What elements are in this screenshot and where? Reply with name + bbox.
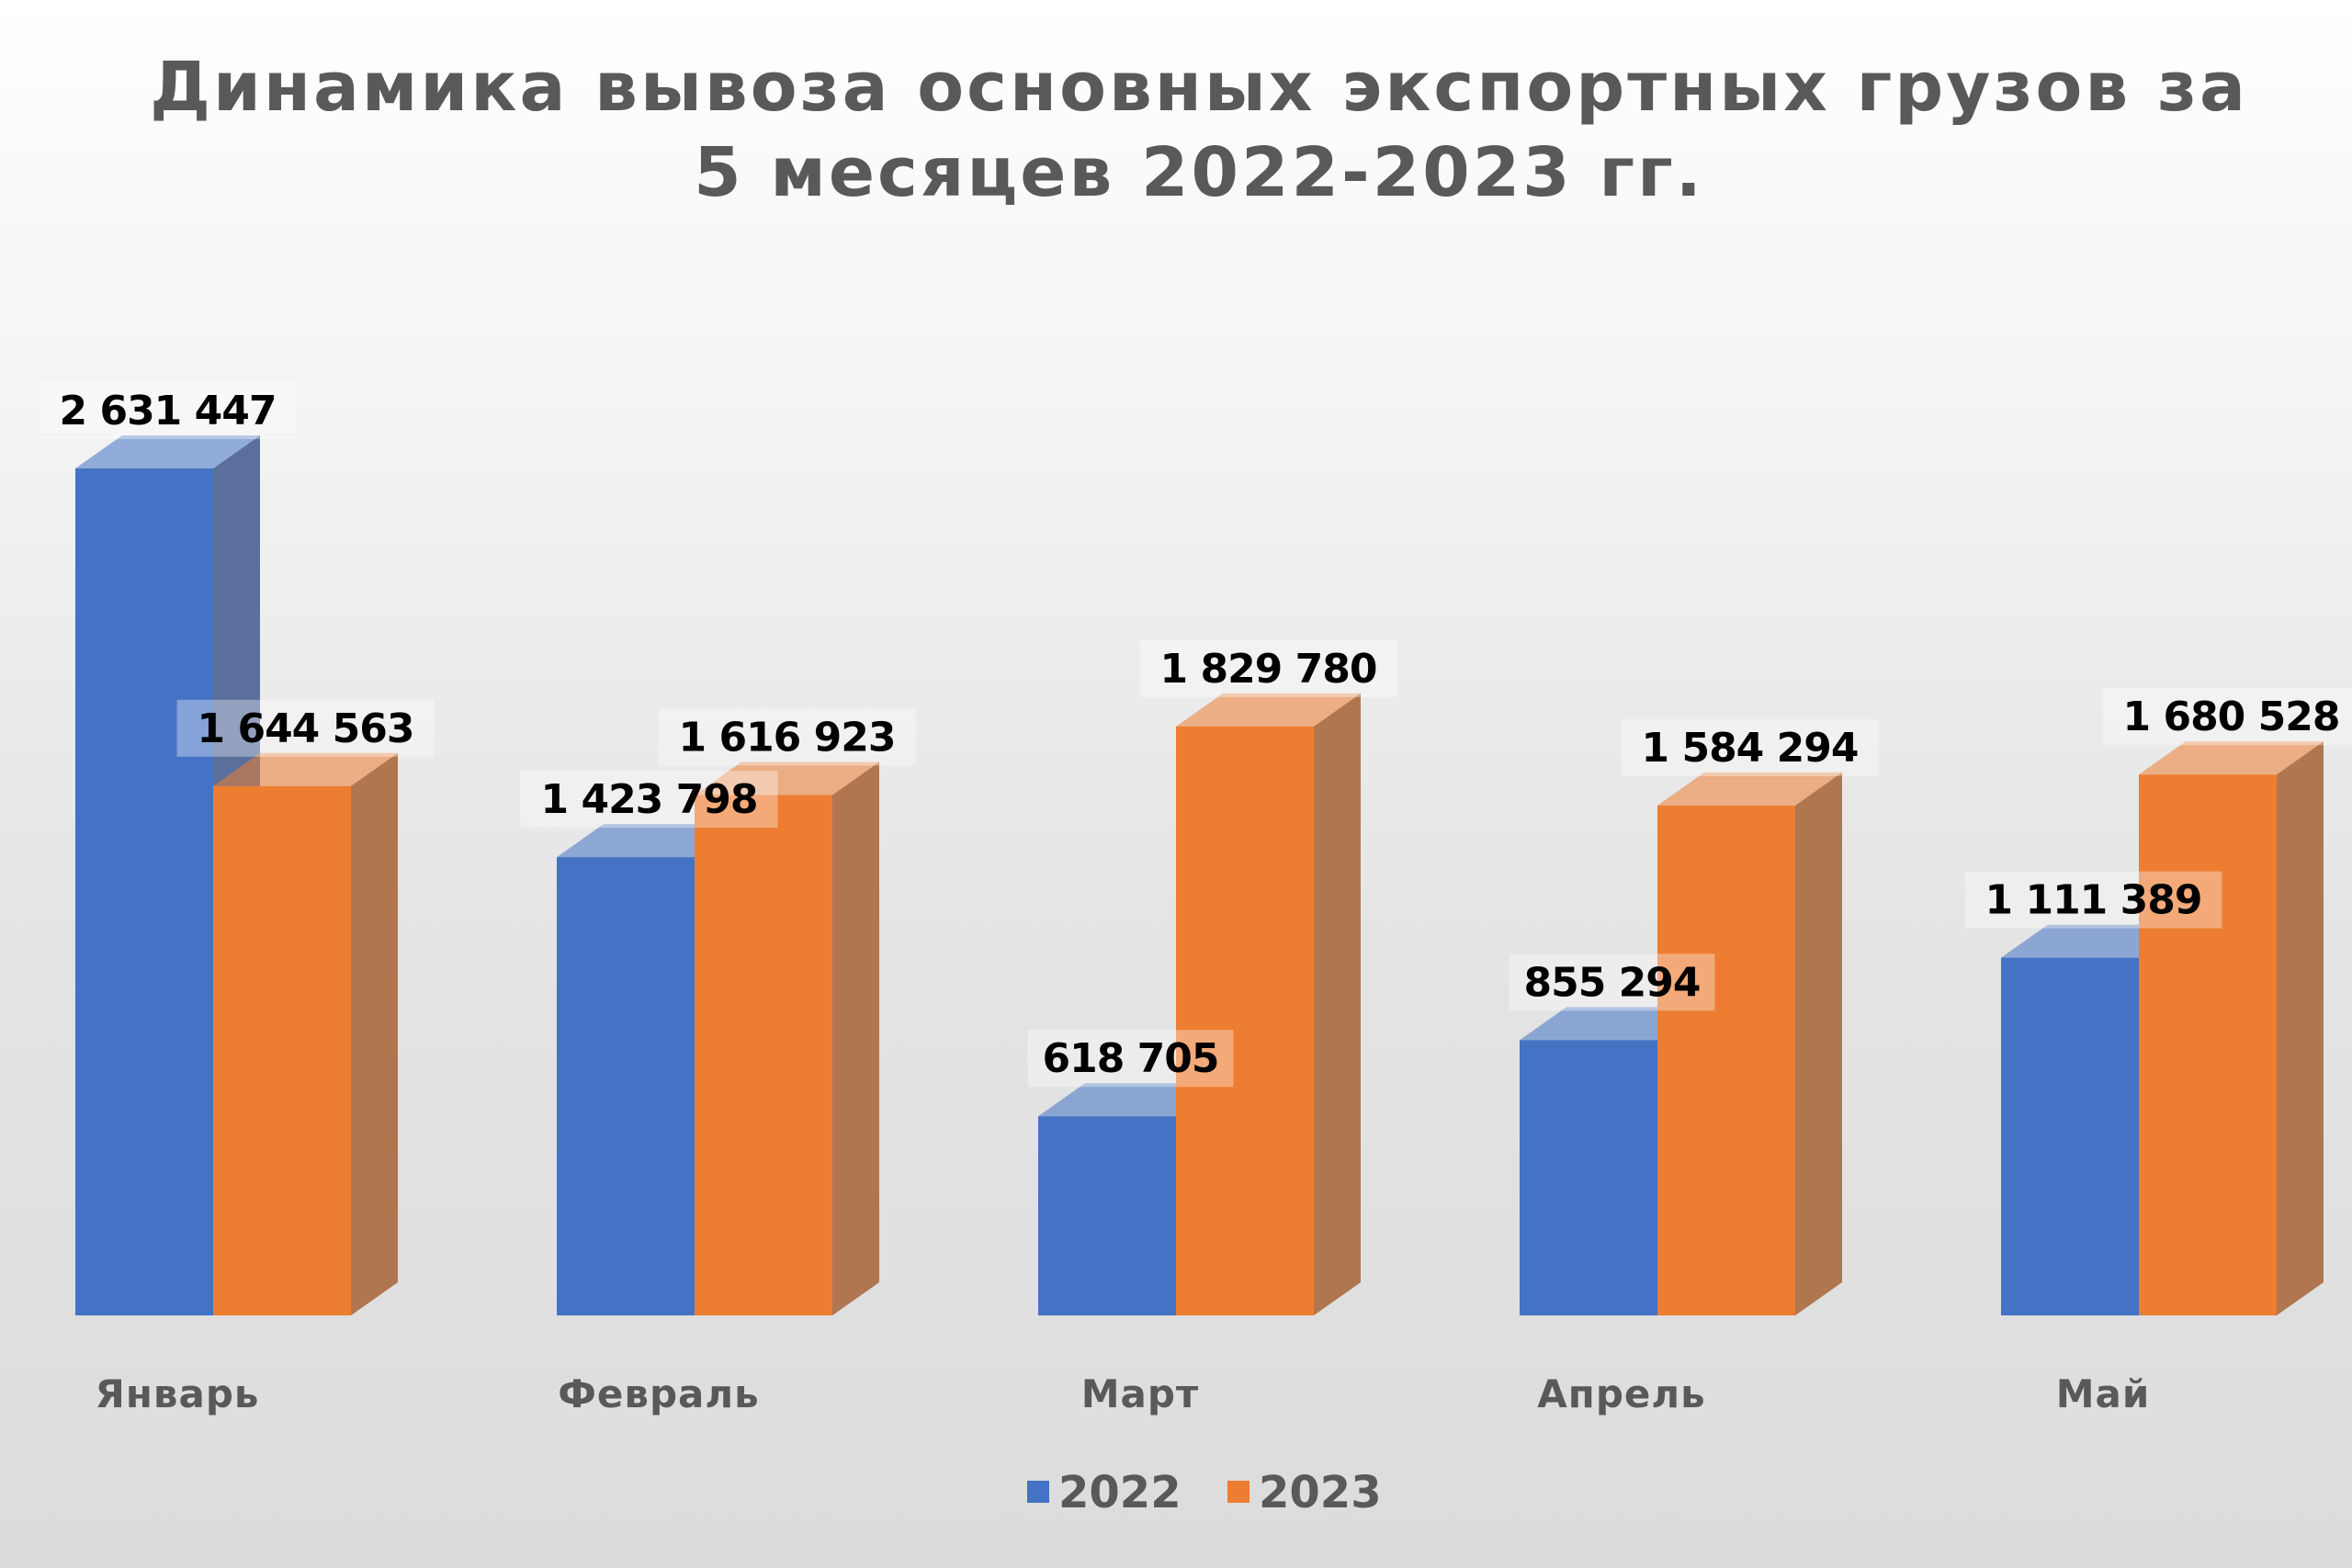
bar-side [2277, 741, 2324, 1315]
bar-front [695, 795, 832, 1315]
bar-top [75, 435, 260, 468]
data-label-text: 855 294 [1523, 959, 1700, 1006]
data-label: 2 631 447 [39, 382, 297, 439]
data-label: 618 705 [1027, 1030, 1234, 1088]
bar-front [213, 785, 351, 1315]
data-label: 1 644 563 [176, 699, 435, 757]
chart-title-line-2: 5 месяцев 2022-2023 гг. [694, 133, 1704, 212]
legend-label: 2022 [1058, 1467, 1182, 1518]
bar-2023-Февраль [695, 761, 879, 1315]
labels-layer: 2 631 447 1 644 563 1 423 798 1 616 923 618 … [39, 382, 2352, 1088]
bar-front [2001, 957, 2139, 1315]
bar-front [2139, 774, 2277, 1315]
bar-top [1176, 693, 1361, 727]
category-axis: Январь Февраль Март Апрель Май [96, 1371, 2151, 1416]
data-label-box [1621, 718, 1879, 776]
data-label-text: 1 584 294 [1642, 725, 1859, 772]
bar-2023-Март [1176, 693, 1361, 1315]
bar-2023-Апрель [1657, 772, 1842, 1315]
data-label-box [39, 382, 297, 439]
legend-label: 2023 [1259, 1467, 1382, 1518]
data-label: 855 294 [1509, 953, 1715, 1011]
category-label: Март [1081, 1371, 1200, 1416]
bar-front [1657, 805, 1795, 1315]
data-label: 1 423 798 [520, 771, 778, 829]
bars-layer [75, 435, 2324, 1315]
bar-2023-Май [2139, 741, 2324, 1315]
data-label-text: 1 644 563 [198, 705, 414, 752]
data-label-box [1509, 953, 1715, 1011]
data-label: 1 111 389 [1964, 871, 2222, 929]
bar-top [1657, 772, 1842, 806]
bar-side [1795, 772, 1842, 1315]
data-label-text: 1 111 389 [1985, 877, 2202, 924]
data-label-box [2102, 688, 2352, 746]
data-label-text: 1 423 798 [541, 776, 758, 823]
data-label-text: 2 631 447 [60, 388, 277, 434]
category-label: Январь [96, 1371, 260, 1416]
category-label: Апрель [1537, 1371, 1705, 1416]
bar-front [557, 857, 695, 1315]
legend-swatch [1027, 1481, 1049, 1503]
bar-top [695, 761, 879, 795]
chart-title-line-1: Динамика вывоза основных экспортных груз… [150, 48, 2248, 127]
bar-side [351, 752, 398, 1315]
bar-side [1314, 693, 1361, 1315]
bar-top [213, 752, 398, 786]
data-label: 1 584 294 [1621, 718, 1879, 776]
bar-2023-Январь [213, 752, 398, 1315]
data-label-box [520, 771, 778, 829]
data-label-text: 1 829 780 [1160, 646, 1377, 693]
data-label: 1 829 780 [1139, 639, 1397, 697]
data-label: 1 616 923 [658, 708, 916, 766]
data-label-text: 1 616 923 [679, 714, 896, 761]
category-label: Февраль [558, 1371, 759, 1416]
bar-front [1520, 1040, 1657, 1315]
bar-side [832, 761, 879, 1315]
data-label-box [1964, 871, 2222, 929]
bar-front [1176, 726, 1314, 1315]
data-label-box [176, 699, 435, 757]
bar-front [75, 468, 213, 1315]
data-label-text: 1 680 528 [2123, 694, 2340, 740]
bar-front [1038, 1116, 1176, 1315]
category-label: Май [2056, 1371, 2151, 1416]
bar-top [2139, 741, 2324, 775]
data-label-box [1139, 639, 1397, 697]
legend-swatch [1227, 1481, 1250, 1503]
data-label-text: 618 705 [1042, 1035, 1218, 1082]
data-label: 1 680 528 [2102, 688, 2352, 746]
data-label-box [658, 708, 916, 766]
legend: 2022 2023 [1027, 1467, 1382, 1518]
data-label-box [1027, 1030, 1234, 1088]
